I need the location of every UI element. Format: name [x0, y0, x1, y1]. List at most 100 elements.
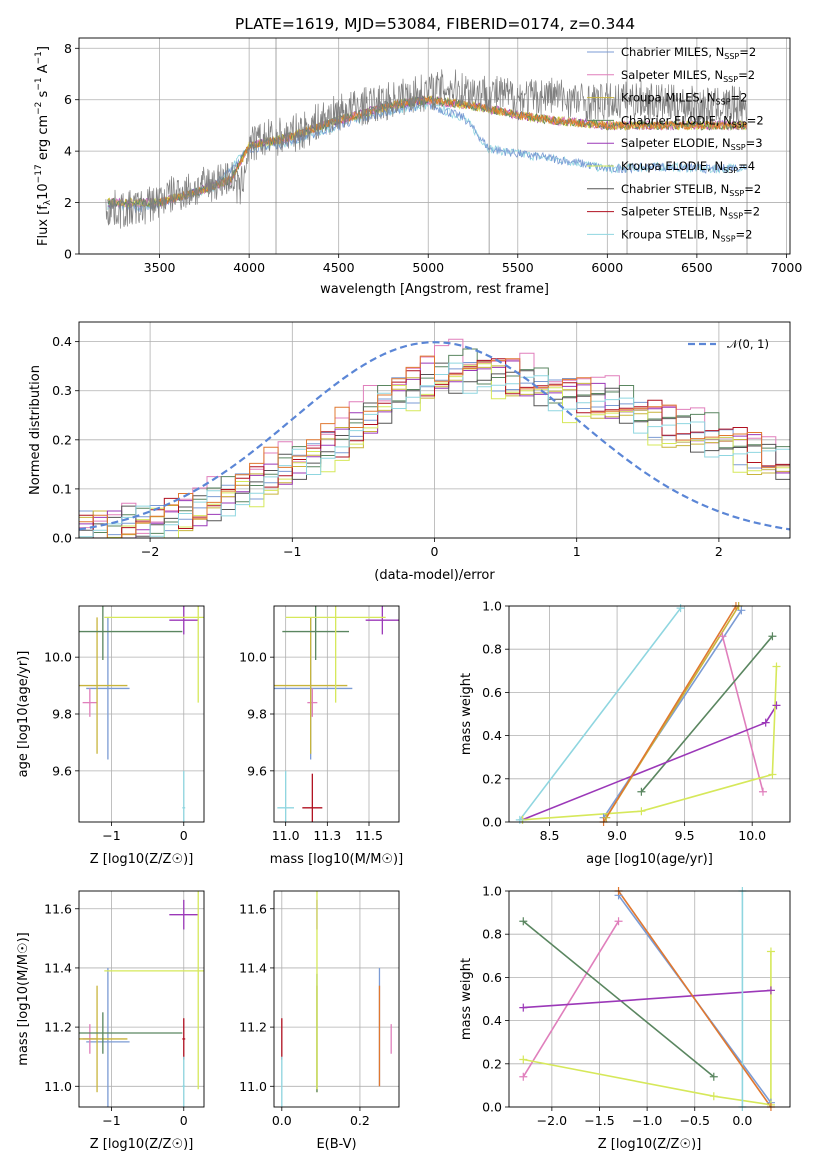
legend-sub: SSP: [731, 143, 746, 152]
x-tick-label: 6000: [591, 260, 623, 275]
y-axis-label-part: −17: [34, 164, 44, 183]
y-axis-label-part: Flux [f: [36, 205, 51, 246]
legend-name: Kroupa ELODIE, N: [621, 159, 723, 173]
x-tick-label: 5000: [412, 260, 444, 275]
age-vs-Z-axes: −1 0 9.6 9.8 10.0 Z [log10(Z/Z☉)] age [log10(a…: [16, 605, 205, 867]
mass-vs-EBV-errorbars: [281, 891, 392, 1107]
model-spectrum-line: [159, 95, 748, 207]
legend-sub: SSP: [724, 52, 739, 61]
x-tick-label: 11.3: [313, 828, 341, 843]
x-tick-label: −1: [283, 544, 301, 559]
axes-frame: [78, 890, 205, 1108]
x-tick-label: −1.5: [584, 1113, 614, 1128]
mass-weight-line: [523, 989, 771, 1009]
y-axis-label: age [log10(age/yr)]: [16, 651, 31, 778]
y-tick-label: 11.2: [44, 1020, 72, 1035]
legend-name: Salpeter STELIB, N: [621, 205, 728, 219]
x-tick-label: 11.5: [355, 828, 383, 843]
massweight-vs-age-lines: [519, 606, 778, 822]
x-tick-label: 0: [431, 544, 439, 559]
massweight-vs-age-axes: 8.5 9.0 9.5 10.0 0.0 0.2 0.4 0.6 0.8 1.0 age [log1…: [459, 599, 791, 867]
mass-weight-line: [522, 704, 778, 821]
x-axis-label: (data-model)/error: [374, 568, 495, 583]
x-tick-label: 0.0: [272, 1113, 292, 1128]
residual-histograms: [79, 338, 790, 538]
y-tick-label: 0.4: [482, 728, 502, 743]
y-axis-label-part: erg cm: [36, 115, 51, 164]
x-axis-label: Z [log10(Z/Z☉)]: [90, 1137, 194, 1152]
y-axis-label-part: −1: [34, 77, 44, 90]
legend-name: Kroupa MILES, N: [621, 91, 716, 105]
y-tick-label: 0.2: [482, 1056, 502, 1071]
mass-weight-line: [602, 609, 743, 819]
y-axis-label: Normed distribution: [28, 365, 43, 495]
y-tick-label: 11.4: [239, 960, 267, 975]
legend-sub: SSP: [721, 234, 736, 243]
y-tick-label: 1.0: [482, 599, 502, 614]
y-axis-label: mass weight: [459, 673, 474, 755]
x-tick-label: −1.0: [632, 1113, 662, 1128]
plus-marker: [772, 701, 781, 710]
y-tick-label: 8: [64, 41, 72, 56]
plus-marker: [637, 787, 646, 796]
y-tick-label: 11.0: [44, 1079, 72, 1094]
histogram-step: [79, 355, 790, 538]
plus-marker: [772, 662, 781, 671]
y-tick-label: 0.0: [52, 531, 72, 546]
mass-weight-line: [640, 635, 774, 793]
y-axis-label-part: A: [36, 64, 51, 77]
legend-name: Chabrier ELODIE, N: [621, 113, 732, 127]
y-axis-label-part: 10: [36, 183, 51, 200]
y-tick-label: 11.6: [44, 901, 72, 916]
y-axis-label: mass [log10(M/M☉)]: [16, 932, 31, 1065]
x-tick-label: 2: [715, 544, 723, 559]
legend-entry: Salpeter STELIB, NSSP=2: [621, 205, 760, 221]
figure-title: PLATE=1619, MJD=53084, FIBERID=0174, z=0…: [235, 15, 635, 33]
mass-weight-line: [522, 666, 778, 821]
x-tick-label: 4500: [323, 260, 355, 275]
legend-value: =2: [743, 205, 760, 219]
x-tick-label: −0.5: [680, 1113, 710, 1128]
plus-marker: [519, 917, 528, 926]
plus-marker: [602, 813, 611, 822]
legend-value: =2: [736, 227, 753, 241]
x-tick-label: 9.5: [675, 828, 695, 843]
legend-name: Chabrier MILES, N: [621, 45, 724, 59]
y-axis-label-part: λ: [43, 199, 53, 205]
mass-weight-line: [602, 606, 737, 822]
x-tick-label: 0.0: [732, 1113, 752, 1128]
y-tick-label: 2: [64, 195, 72, 210]
plus-marker: [758, 787, 767, 796]
plus-marker: [761, 718, 770, 727]
y-tick-label: 9.8: [247, 707, 267, 722]
y-tick-label: 11.4: [44, 960, 72, 975]
plus-marker: [519, 1003, 528, 1012]
y-tick-label: 0.0: [482, 1100, 502, 1115]
y-axis-label-part: −1: [34, 51, 44, 64]
x-tick-label: 5500: [502, 260, 534, 275]
age-vs-mass-errorbars: [274, 606, 399, 822]
y-tick-label: 6: [64, 92, 72, 107]
axes-frame: [78, 321, 791, 539]
mass-weight-line: [522, 920, 620, 1078]
x-tick-label: −2.0: [537, 1113, 567, 1128]
legend-entry: Chabrier ELODIE, NSSP=2: [621, 113, 764, 129]
x-axis-label: Z [log10(Z/Z☉)]: [90, 852, 194, 867]
legend-sub: SSP: [723, 166, 738, 175]
axes-frame: [78, 605, 205, 823]
residuals-axes: −2 −1 0 1 2 0.0 0.1 0.2 0.3 0.4 (data-model)/error…: [28, 321, 791, 583]
x-tick-label: −1: [102, 1113, 120, 1128]
y-tick-label: 0.0: [482, 815, 502, 830]
y-tick-label: 0.4: [52, 334, 72, 349]
x-tick-label: 0.2: [350, 1113, 370, 1128]
normal-curve: [79, 341, 790, 531]
y-axis-label-part: ]: [36, 46, 51, 51]
legend-value: =2: [747, 113, 764, 127]
legend-entry: 𝒩(0, 1): [727, 337, 769, 351]
plot-layer: 3500 4000 4500 5000 5500 6000 6500 7000 0 2 4 6 8 wav…: [16, 37, 802, 1152]
x-tick-label: −2: [141, 544, 159, 559]
y-axis-label-part: −2: [34, 102, 44, 115]
y-tick-label: 0.2: [482, 771, 502, 786]
massweight-vs-Z-lines: [522, 891, 772, 1107]
age-vs-Z-errorbars: [79, 606, 204, 822]
